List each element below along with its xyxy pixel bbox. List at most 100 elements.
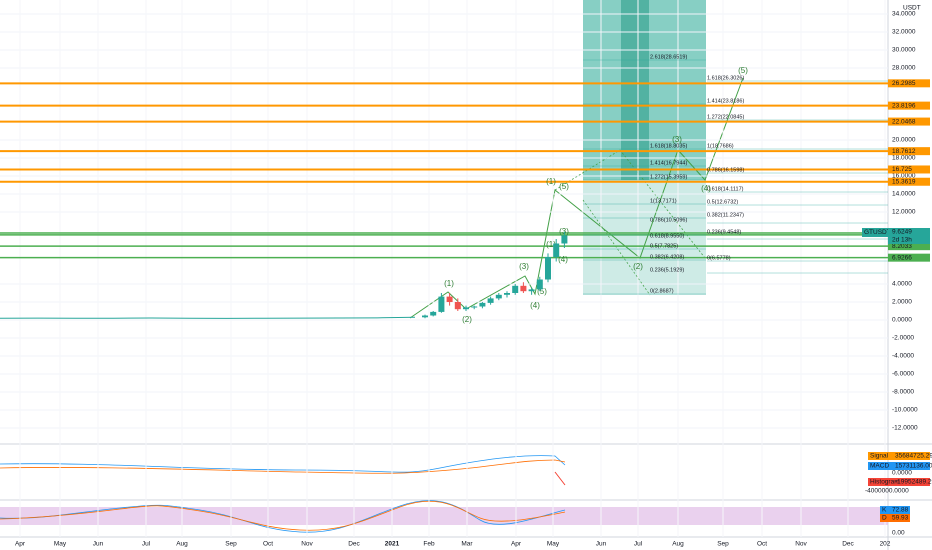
time-tick: 2021	[385, 541, 400, 548]
price-tick: 12.0000	[892, 209, 916, 216]
price-tick: 34.0000	[892, 11, 916, 18]
candle-body	[528, 289, 535, 292]
price-tick: 20.0000	[892, 137, 916, 144]
candle-body	[479, 302, 486, 307]
indicator-name: MACD	[870, 463, 889, 470]
level-label: 6.9266	[892, 254, 912, 261]
fib-label: 1.272(22.0845)	[707, 114, 744, 120]
indicator-value: -19952489.2971	[895, 479, 932, 486]
countdown: 2d 13h	[892, 237, 912, 244]
price-tick: 30.0000	[892, 47, 916, 54]
candle-body	[553, 243, 560, 257]
symbol-name: GTUSDT	[864, 229, 891, 236]
time-tick: Jun	[93, 541, 104, 548]
wave-dash	[554, 149, 706, 259]
wave-label: (3)	[559, 227, 569, 236]
time-tick: Aug	[672, 541, 684, 548]
candle-body	[438, 296, 445, 312]
fib-zone	[583, 180, 706, 295]
candle-body	[520, 285, 527, 292]
fib-label: 1.414(16.7944)	[650, 160, 687, 166]
wave-label: (5)	[738, 66, 748, 75]
indicator-tag	[868, 462, 930, 470]
time-tick: May	[54, 541, 67, 548]
price-tick: 0.0000	[892, 317, 912, 324]
stoch-axis: 0.00	[892, 530, 905, 537]
price-tick: 18.0000	[892, 155, 916, 162]
wave-label: (5)	[559, 182, 569, 191]
candle-body	[504, 293, 510, 295]
time-tick: Jul	[634, 541, 643, 548]
indicator-name: K	[882, 507, 887, 514]
k-line	[0, 500, 566, 533]
wave-label: (3)	[519, 262, 529, 271]
time-tick: Apr	[15, 541, 26, 548]
price-tick: -8.0000	[892, 389, 914, 396]
level-tag	[888, 253, 930, 262]
price-tick: -10.0000	[892, 407, 918, 414]
price-tick: 14.0000	[892, 191, 916, 198]
time-tick: Sep	[717, 541, 729, 548]
time-tick: Jun	[596, 541, 607, 548]
candle-body	[463, 307, 469, 310]
level-tag	[888, 117, 930, 126]
fib-label: 2.618(28.6519)	[650, 54, 687, 60]
fib-zone	[621, 0, 649, 180]
time-tick: Sep	[225, 541, 237, 548]
fib-label: 0.5(7.7825)	[650, 243, 678, 249]
fib-label: 0.382(11.2347)	[707, 212, 744, 218]
time-tick: Feb	[423, 541, 435, 548]
time-tick: Apr	[511, 541, 522, 548]
candle-body	[454, 302, 461, 310]
wave-line	[409, 77, 744, 319]
fib-label: 1.414(23.8186)	[707, 98, 744, 104]
indicator-tag	[880, 514, 910, 522]
indicator-name: Signal	[870, 453, 889, 460]
level-label: 8.2033	[892, 243, 912, 250]
candle-body	[536, 279, 543, 290]
macd-axis: -4000000.0000	[865, 488, 909, 495]
candle-body	[471, 306, 478, 308]
price-tick: 4.0000	[892, 281, 912, 288]
fib-label: 0(2.8687)	[650, 288, 674, 294]
fib-label: 0.618(8.9550)	[650, 233, 684, 239]
time-tick: Dec	[348, 541, 360, 548]
signal-line	[0, 459, 566, 474]
candle-body	[512, 285, 519, 293]
wave-label: (4)	[558, 255, 568, 264]
level-tag	[888, 165, 930, 174]
level-tag	[888, 79, 930, 88]
price-tick: 32.0000	[892, 29, 916, 36]
level-tag	[888, 242, 930, 251]
indicator-name: Histogram	[870, 479, 900, 486]
fib-label: 0.618(14.1117)	[707, 186, 744, 192]
level-label: 18.7612	[892, 148, 916, 155]
macd-axis: 0.0000	[892, 470, 912, 477]
stoch-band	[0, 507, 888, 525]
time-tick: Nov	[795, 541, 807, 548]
level-tag	[888, 147, 930, 156]
wave-label: (1)	[444, 279, 454, 288]
wave-label: (2)	[633, 262, 643, 271]
fib-label: 1(18.7686)	[707, 143, 734, 149]
level-tag	[888, 101, 930, 110]
fib-label: 0.786(16.1598)	[707, 167, 744, 173]
price-tick: -2.0000	[892, 335, 914, 342]
wave-dash	[582, 199, 651, 296]
candle-body	[487, 298, 494, 303]
level-label: 26.2985	[892, 80, 916, 87]
candle-body	[495, 294, 502, 299]
candle-body	[545, 257, 551, 280]
level-tag	[888, 177, 930, 186]
time-tick: Nov	[301, 541, 313, 548]
candle-body	[430, 311, 437, 316]
time-tick: May	[547, 541, 560, 548]
time-tick: Oct	[263, 541, 273, 548]
fib-label: 1.272(15.3959)	[650, 174, 687, 180]
price-tick: 16.0000	[892, 173, 916, 180]
price-tag	[888, 228, 930, 244]
indicator-tag	[868, 452, 930, 460]
candle-body	[446, 296, 453, 302]
